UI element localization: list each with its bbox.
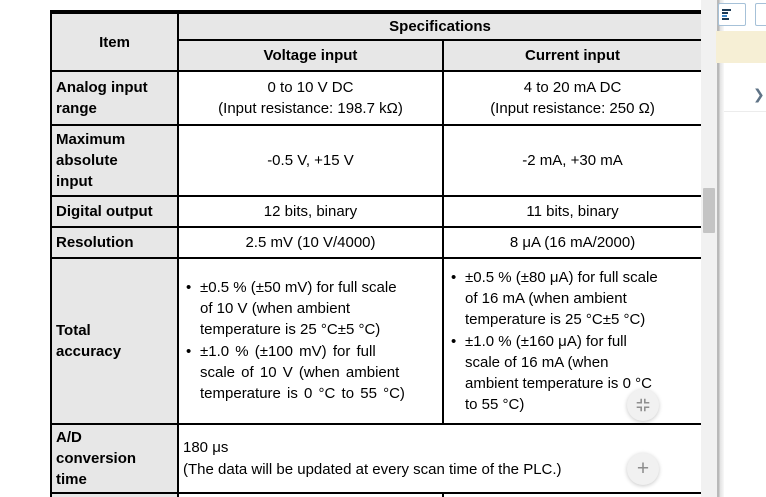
list-icon xyxy=(722,9,731,21)
chevron-right-icon[interactable]: ❯ xyxy=(753,86,765,102)
header-item: Item xyxy=(50,10,179,72)
header-current-input: Current input xyxy=(441,39,704,72)
row-label-total-accuracy: Total accuracy xyxy=(50,257,179,425)
table-header-row: Item Specifications xyxy=(50,10,704,72)
plus-icon: + xyxy=(636,456,650,480)
scrollbar-thumb[interactable] xyxy=(703,188,715,233)
row-label-analog-input-range: Analog input range xyxy=(50,70,179,126)
fit-to-page-button[interactable] xyxy=(627,389,659,421)
analog-range-current-value: 4 to 20 mA DC (Input resistance: 250 Ω) xyxy=(441,70,704,126)
max-absolute-current-value: -2 mA, +30 mA xyxy=(441,124,704,197)
header-voltage-input: Voltage input xyxy=(177,39,444,72)
specifications-table: Item Specifications Voltage input Curren… xyxy=(50,10,704,497)
table-row: Resolution 2.5 mV (10 V/4000) 8 μA (16 m… xyxy=(50,226,704,259)
next-current-value xyxy=(441,492,704,497)
header-specifications: Specifications xyxy=(176,10,704,41)
table-row: Maximum absolute input -0.5 V, +15 V -2 … xyxy=(50,124,704,197)
row-label-next xyxy=(50,492,179,497)
total-accuracy-voltage-value: ±0.5 % (±50 mV) for full scale of 10 V (… xyxy=(177,257,444,425)
table-row: Digital output 12 bits, binary 11 bits, … xyxy=(50,195,704,228)
list-item: ±0.5 % (±80 μA) for full scale of 16 mA … xyxy=(448,267,697,330)
right-panel xyxy=(724,0,766,497)
voltage-accuracy-list: ±0.5 % (±50 mV) for full scale of 10 V (… xyxy=(183,277,438,404)
document-page: Item Specifications Voltage input Curren… xyxy=(0,0,701,497)
resolution-voltage-value: 2.5 mV (10 V/4000) xyxy=(177,226,444,259)
zoom-in-button[interactable]: + xyxy=(627,453,659,485)
current-accuracy-list: ±0.5 % (±80 μA) for full scale of 16 mA … xyxy=(448,267,697,415)
toolbar-button-contents[interactable] xyxy=(718,3,746,26)
list-item: ±1.0 % (±100 mV) for full scale of 10 V … xyxy=(183,341,438,404)
table-row xyxy=(50,492,704,497)
table-row: Analog input range 0 to 10 V DC (Input r… xyxy=(50,70,704,126)
digital-output-voltage-value: 12 bits, binary xyxy=(177,195,444,228)
row-label-resolution: Resolution xyxy=(50,226,179,259)
analog-range-voltage-value: 0 to 10 V DC (Input resistance: 198.7 kΩ… xyxy=(177,70,444,126)
vertical-scrollbar[interactable] xyxy=(701,0,717,497)
compress-icon xyxy=(636,398,650,412)
resolution-current-value: 8 μA (16 mA/2000) xyxy=(441,226,704,259)
total-accuracy-current-value: ±0.5 % (±80 μA) for full scale of 16 mA … xyxy=(441,257,704,425)
list-item: ±0.5 % (±50 mV) for full scale of 10 V (… xyxy=(183,277,438,340)
max-absolute-voltage-value: -0.5 V, +15 V xyxy=(177,124,444,197)
next-voltage-value xyxy=(177,492,444,497)
row-label-digital-output: Digital output xyxy=(50,195,179,228)
row-label-maximum-absolute-input: Maximum absolute input xyxy=(50,124,179,197)
highlight-strip xyxy=(716,31,766,63)
digital-output-current-value: 11 bits, binary xyxy=(441,195,704,228)
panel-divider-line xyxy=(724,111,766,112)
table-row: A/D conversion time 180 μs (The data wil… xyxy=(50,423,704,494)
ad-conversion-time-value: 180 μs (The data will be updated at ever… xyxy=(176,423,704,494)
list-item: ±1.0 % (±160 μA) for full scale of 16 mA… xyxy=(448,331,697,415)
row-label-ad-conversion-time: A/D conversion time xyxy=(50,423,179,494)
toolbar-button-2[interactable] xyxy=(755,3,766,26)
panel-divider xyxy=(717,0,725,497)
table-row: Total accuracy ±0.5 % (±50 mV) for full … xyxy=(50,257,704,425)
